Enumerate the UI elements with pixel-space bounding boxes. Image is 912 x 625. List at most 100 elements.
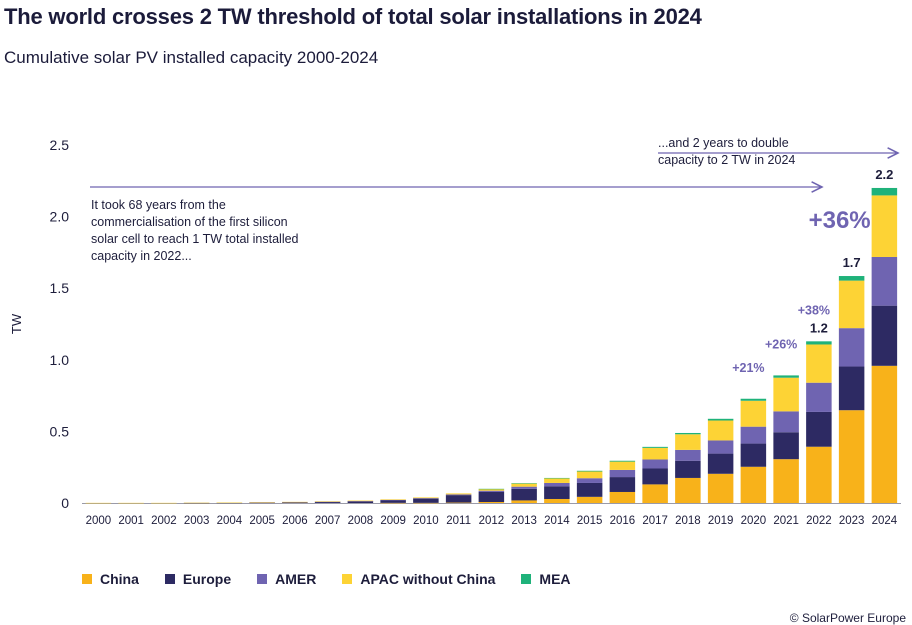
legend-swatch-europe — [164, 574, 175, 584]
legend-label-china: China — [100, 571, 139, 587]
bar-segment-china-2009 — [380, 502, 406, 504]
bar-segment-amer-2007 — [314, 501, 341, 503]
bar-segment-europe-2016 — [609, 477, 636, 492]
bar-segment-china-2017 — [642, 484, 668, 503]
x-tick-label: 2016 — [610, 515, 636, 527]
bar-segment-apac-without-china-2000 — [85, 502, 112, 504]
annotation-text-2tw-line: ...and 2 years to double — [658, 136, 789, 150]
bar-segment-apac-without-china-2017 — [642, 447, 668, 460]
bar-segment-europe-2019 — [707, 453, 734, 474]
legend-label-amer: AMER — [275, 571, 317, 587]
y-tick-label: 1.5 — [50, 280, 70, 296]
x-tick-label: 2020 — [741, 515, 767, 527]
bar-segment-china-2018 — [675, 477, 701, 503]
bar-segment-amer-2009 — [380, 499, 406, 501]
bar-segment-apac-without-china-2003 — [183, 502, 210, 504]
legend-swatch-mea — [521, 574, 532, 584]
bar-segment-europe-2023 — [838, 366, 865, 411]
bar-segment-china-2014 — [544, 498, 570, 503]
bar-segment-apac-without-china-2013 — [511, 483, 537, 487]
bar-segment-apac-without-china-2005 — [249, 502, 275, 503]
annotation-text-2tw-line: capacity to 2 TW in 2024 — [658, 153, 795, 167]
bar-segment-mea-2013 — [511, 483, 537, 484]
y-tick-label: 2.0 — [50, 209, 70, 225]
total-label-2022: 1.2 — [810, 320, 828, 335]
bar-segment-europe-2020 — [740, 443, 767, 467]
bar-segment-apac-without-china-2022 — [806, 344, 832, 383]
legend-swatch-china — [82, 574, 92, 584]
bar-segment-apac-without-china-2023 — [838, 280, 865, 329]
x-tick-label: 2011 — [446, 515, 471, 527]
bar-segment-mea-2017 — [642, 446, 668, 448]
x-tick-label: 2008 — [348, 515, 374, 527]
legend-item-amer: AMER — [257, 571, 316, 587]
bar-segment-mea-2014 — [544, 477, 570, 479]
bar-segment-europe-2008 — [347, 501, 374, 503]
x-tick-label: 2010 — [413, 515, 439, 527]
y-tick-label: 2.5 — [50, 137, 70, 153]
x-tick-label: 2006 — [282, 515, 308, 527]
growth-label-2021: +26% — [765, 337, 797, 351]
bar-segment-china-2019 — [707, 473, 734, 503]
bar-segment-amer-2019 — [707, 440, 734, 454]
bar-segment-china-2012 — [478, 501, 505, 503]
chart-legend: China Europe AMER APAC without China MEA — [82, 571, 597, 587]
bar-segment-europe-2010 — [413, 498, 439, 503]
bar-segment-apac-without-china-2016 — [609, 461, 636, 470]
legend-swatch-apac — [342, 574, 353, 584]
bar-segment-mea-2020 — [740, 398, 767, 401]
bar-segment-mea-2024 — [871, 187, 898, 196]
legend-label-europe: Europe — [182, 571, 232, 587]
bar-segment-mea-2021 — [773, 375, 799, 378]
bar-segment-europe-2007 — [314, 501, 341, 503]
y-tick-label: 0.5 — [50, 423, 70, 439]
y-axis-title: TW — [9, 313, 24, 334]
bar-segment-europe-2018 — [675, 460, 701, 478]
bar-segment-apac-without-china-2011 — [445, 493, 472, 495]
bar-segment-mea-2015 — [576, 470, 603, 472]
bar-segment-amer-2023 — [838, 328, 865, 367]
bar-segment-china-2013 — [511, 500, 537, 503]
source-credit: © SolarPower Europe — [789, 611, 906, 625]
x-tick-label: 2005 — [249, 515, 275, 527]
bar-segment-europe-2024 — [871, 305, 898, 366]
bar-segment-apac-without-china-2009 — [380, 499, 406, 500]
x-tick-label: 2023 — [839, 515, 865, 527]
bar-segment-mea-2018 — [675, 432, 701, 435]
bar-segment-mea-2012 — [478, 488, 505, 490]
bar-segment-europe-2011 — [445, 495, 472, 503]
bar-segment-china-2022 — [806, 446, 832, 503]
bar-segment-apac-without-china-2010 — [413, 497, 439, 499]
bar-segment-amer-2011 — [445, 494, 472, 496]
growth-label-2020: +21% — [732, 361, 764, 375]
bar-segment-amer-2021 — [773, 411, 799, 433]
bar-segment-apac-without-china-2021 — [773, 377, 799, 412]
x-tick-label: 2001 — [118, 515, 144, 527]
x-tick-label: 2018 — [675, 515, 701, 527]
bar-segment-china-2010 — [413, 502, 439, 504]
total-label-2023: 1.7 — [843, 255, 861, 270]
bar-segment-europe-2006 — [282, 502, 308, 503]
x-tick-label: 2021 — [773, 515, 799, 527]
bar-segment-europe-2014 — [544, 486, 570, 499]
bar-segment-europe-2021 — [773, 432, 799, 460]
chart-title: The world crosses 2 TW threshold of tota… — [4, 4, 702, 29]
bar-segment-europe-2017 — [642, 468, 668, 485]
x-tick-label: 2019 — [708, 515, 734, 527]
bar-segment-china-2015 — [576, 496, 603, 503]
bar-segment-china-2023 — [838, 410, 865, 503]
x-tick-label: 2024 — [872, 515, 898, 527]
x-tick-label: 2000 — [86, 515, 112, 527]
bar-segment-apac-without-china-2019 — [707, 420, 734, 441]
bar-segment-amer-2013 — [511, 486, 537, 489]
x-tick-label: 2004 — [217, 515, 243, 527]
bar-segment-amer-2020 — [740, 426, 767, 444]
bar-segment-europe-2012 — [478, 491, 505, 502]
legend-label-mea: MEA — [539, 571, 571, 587]
bar-segment-china-2024 — [871, 365, 898, 503]
y-tick-label: 0 — [61, 495, 69, 511]
legend-item-apac: APAC without China — [342, 571, 495, 587]
bar-segment-europe-2015 — [576, 482, 603, 497]
bar-segment-china-2021 — [773, 459, 799, 503]
bar-segment-apac-without-china-2012 — [478, 488, 505, 491]
